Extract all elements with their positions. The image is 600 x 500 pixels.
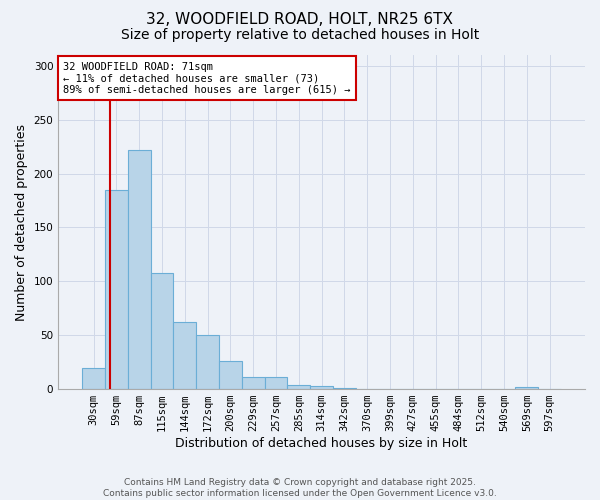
Bar xyxy=(265,377,287,389)
X-axis label: Distribution of detached houses by size in Holt: Distribution of detached houses by size … xyxy=(175,437,468,450)
Text: 32, WOODFIELD ROAD, HOLT, NR25 6TX: 32, WOODFIELD ROAD, HOLT, NR25 6TX xyxy=(146,12,454,28)
Text: Size of property relative to detached houses in Holt: Size of property relative to detached ho… xyxy=(121,28,479,42)
Bar xyxy=(219,361,242,389)
Bar xyxy=(310,386,333,389)
Bar xyxy=(333,388,356,389)
Bar xyxy=(287,385,310,389)
Bar xyxy=(196,335,219,389)
Text: Contains HM Land Registry data © Crown copyright and database right 2025.
Contai: Contains HM Land Registry data © Crown c… xyxy=(103,478,497,498)
Text: 32 WOODFIELD ROAD: 71sqm
← 11% of detached houses are smaller (73)
89% of semi-d: 32 WOODFIELD ROAD: 71sqm ← 11% of detach… xyxy=(64,62,351,95)
Bar xyxy=(105,190,128,389)
Bar xyxy=(82,368,105,389)
Y-axis label: Number of detached properties: Number of detached properties xyxy=(15,124,28,320)
Bar xyxy=(151,272,173,389)
Bar xyxy=(515,387,538,389)
Bar xyxy=(128,150,151,389)
Bar xyxy=(242,377,265,389)
Bar xyxy=(173,322,196,389)
